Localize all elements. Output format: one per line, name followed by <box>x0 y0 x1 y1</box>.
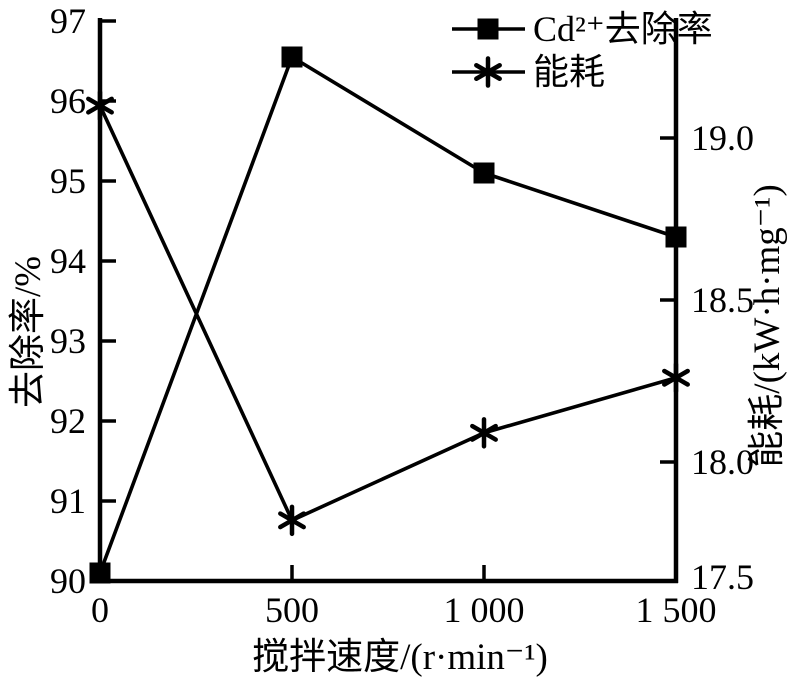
x-axis-tick-label: 0 <box>91 590 109 630</box>
x-axis-tick-label: 1 500 <box>636 590 717 630</box>
data-point-square <box>665 226 687 248</box>
left-axis-tick-label: 90 <box>50 561 86 601</box>
x-axis-tick-label: 500 <box>265 590 319 630</box>
legend-label: 能耗 <box>533 52 605 92</box>
data-point-square <box>281 46 303 68</box>
x-axis-tick-label: 1 000 <box>444 590 525 630</box>
data-point-square <box>89 562 111 584</box>
left-axis-tick-label: 91 <box>50 481 86 521</box>
legend-label: Cd²⁺去除率 <box>533 9 713 49</box>
left-axis-tick-label: 95 <box>50 161 86 201</box>
right-axis-tick-label: 19.0 <box>691 118 754 158</box>
right-axis-tick-label: 18.0 <box>691 442 754 482</box>
left-axis-tick-label: 96 <box>50 81 86 121</box>
right-axis-tick-label: 18.5 <box>691 280 754 320</box>
left-axis-tick-label: 93 <box>50 321 86 361</box>
x-axis-title: 搅拌速度/(r·min⁻¹) <box>252 636 548 678</box>
left-axis-title: 去除率/% <box>7 256 49 408</box>
series-line-0 <box>98 55 677 574</box>
right-axis-tick-label: 17.5 <box>691 557 754 597</box>
legend-marker-asterisk <box>474 63 502 81</box>
legend-marker-square <box>477 18 499 40</box>
left-axis-tick-label: 97 <box>50 1 86 41</box>
right-axis-title: 能耗/(kW·h·mg⁻¹) <box>746 184 788 467</box>
left-axis-tick-label: 92 <box>50 401 86 441</box>
data-point-asterisk <box>662 368 690 387</box>
data-point-square <box>473 162 495 184</box>
data-point-asterisk <box>278 511 306 530</box>
data-point-asterisk <box>470 423 498 442</box>
left-axis-tick-label: 94 <box>50 241 86 281</box>
series-line-1 <box>98 104 677 523</box>
data-point-asterisk <box>86 96 114 115</box>
